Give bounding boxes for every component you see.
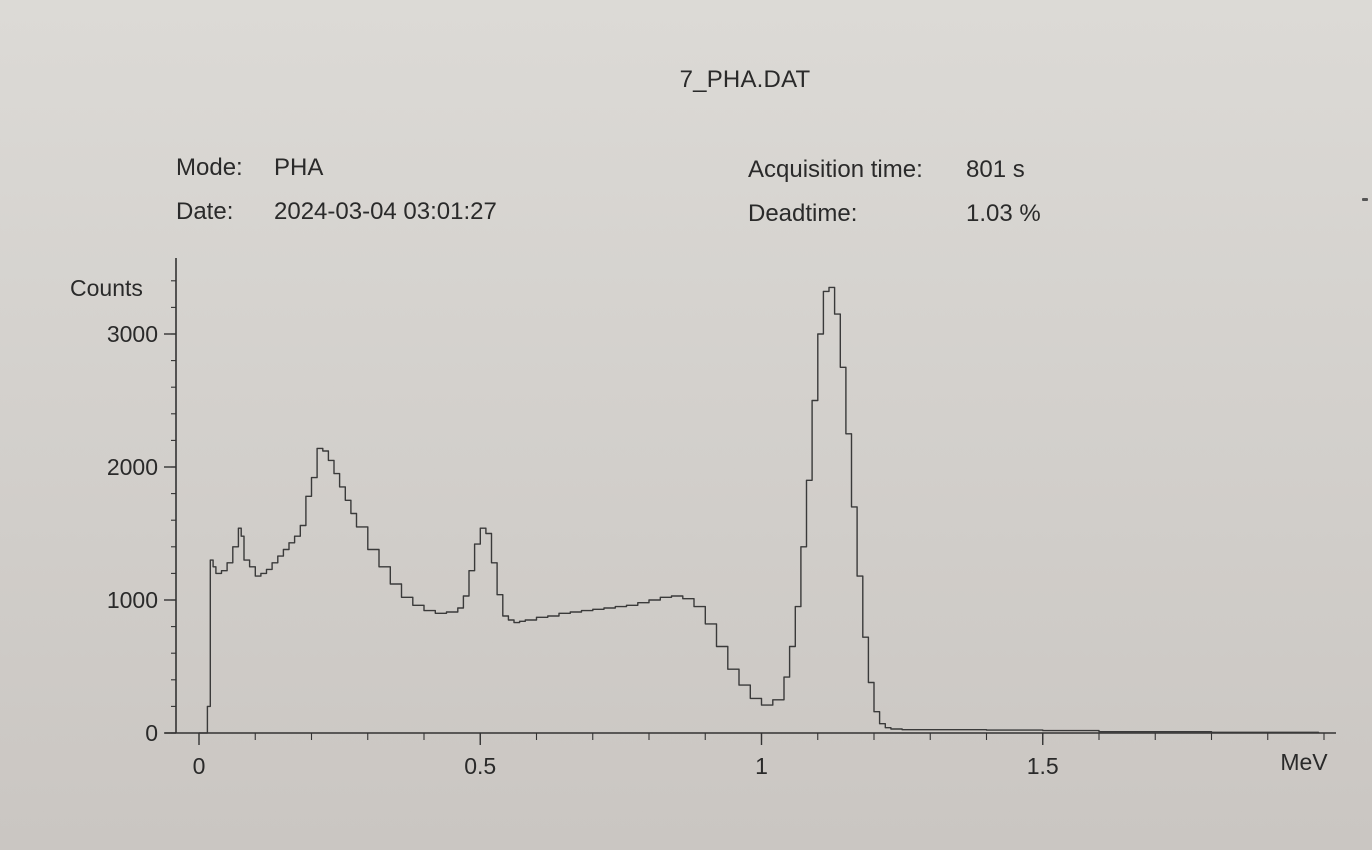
- x-tick-label: 0.5: [464, 753, 496, 779]
- x-axis-label: MeV: [1280, 749, 1328, 775]
- x-tick-label: 0: [193, 753, 206, 779]
- mode-value: PHA: [274, 154, 324, 181]
- x-tick-label: 1.5: [1027, 753, 1059, 779]
- y-tick-label: 0: [145, 720, 158, 746]
- y-tick-label: 1000: [107, 587, 158, 613]
- y-tick-label: 3000: [107, 321, 158, 347]
- deadtime-value: 1.03 %: [966, 200, 1041, 227]
- deadtime-label: Deadtime:: [748, 200, 858, 227]
- date-label: Date:: [176, 198, 234, 225]
- acquisition-time-label: Acquisition time:: [748, 156, 923, 183]
- date-value: 2024-03-04 03:01:27: [274, 198, 497, 225]
- chart-title: 7_PHA.DAT: [679, 66, 811, 93]
- y-tick-label: 2000: [107, 454, 158, 480]
- mode-label: Mode:: [176, 154, 243, 181]
- x-tick-label: 1: [755, 753, 768, 779]
- acquisition-time-value: 801 s: [966, 156, 1025, 183]
- paper-mark: [1362, 198, 1368, 201]
- y-axis-label: Counts: [70, 275, 143, 301]
- spectrum-line: [199, 286, 1320, 734]
